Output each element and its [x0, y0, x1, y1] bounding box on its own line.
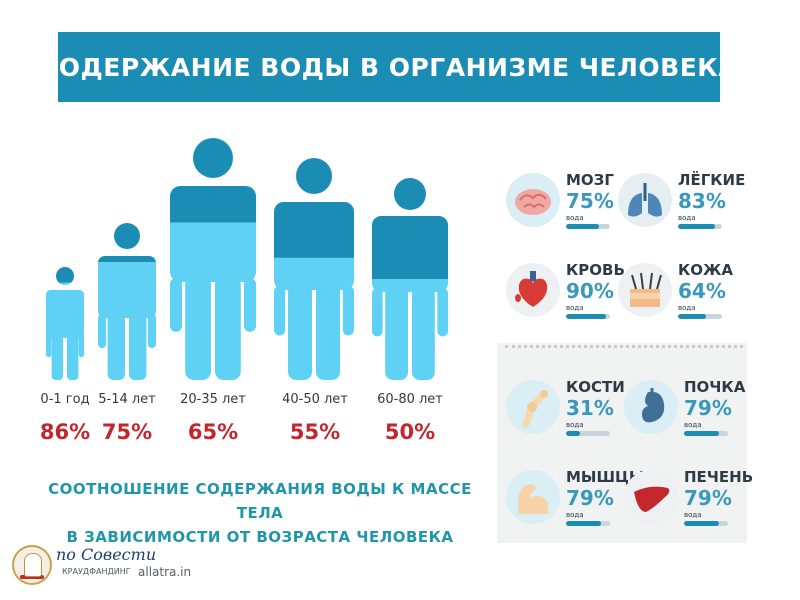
organ-water-bar — [684, 521, 728, 526]
organ-name: ЛЁГКИЕ — [678, 171, 746, 189]
organ-card-lungs: ЛЁГКИЕ 83% вода — [618, 165, 745, 245]
organ-water-bar — [566, 314, 610, 319]
organ-water-fill — [678, 224, 715, 229]
organ-name: ПЕЧЕНЬ — [684, 468, 754, 486]
muscle-icon — [506, 470, 560, 524]
seal-logo-icon — [12, 545, 52, 585]
organ-water-fill — [678, 314, 707, 319]
organ-percent: 79% — [684, 396, 732, 420]
organ-water-fill — [566, 521, 601, 526]
kidney-icon — [624, 380, 678, 434]
figure-dry-part — [98, 223, 157, 263]
caption-line-1: СООТНОШЕНИЕ СОДЕРЖАНИЯ ВОДЫ К МАССЕ ТЕЛА — [48, 480, 472, 522]
chart-caption: СООТНОШЕНИЕ СОДЕРЖАНИЯ ВОДЫ К МАССЕ ТЕЛА… — [30, 477, 490, 549]
brand-subtitle: КРАУДФАНДИНГ — [62, 567, 131, 576]
brand-script: по Совести — [56, 545, 157, 564]
age-label: 60-80 лет — [377, 392, 443, 407]
organ-unit: вода — [566, 214, 584, 222]
human-figure — [372, 178, 448, 380]
organ-percent: 31% — [566, 396, 614, 420]
age-percent: 86% — [39, 420, 91, 444]
organ-water-bar — [678, 224, 722, 229]
organ-water-fill — [684, 431, 719, 436]
title-banner: СОДЕРЖАНИЕ ВОДЫ В ОРГАНИЗМЕ ЧЕЛОВЕКА — [40, 32, 738, 102]
page-title: СОДЕРЖАНИЕ ВОДЫ В ОРГАНИЗМЕ ЧЕЛОВЕКА — [39, 52, 739, 82]
age-percent: 75% — [101, 420, 153, 444]
organ-card-kidney: ПОЧКА 79% вода — [624, 372, 746, 452]
figure-water-part — [274, 257, 354, 380]
caption-line-2: В ЗАВИСИМОСТИ ОТ ВОЗРАСТА ЧЕЛОВЕКА — [66, 528, 454, 546]
organ-name: МЫШЦЫ — [566, 468, 645, 486]
organ-unit: вода — [566, 511, 584, 519]
figure-water-part — [98, 262, 157, 380]
organ-water-bar — [684, 431, 728, 436]
organ-percent: 79% — [684, 486, 732, 510]
age-label: 20-35 лет — [180, 392, 246, 407]
organ-name: КОЖА — [678, 261, 733, 279]
organ-percent: 79% — [566, 486, 614, 510]
dotted-divider — [505, 345, 743, 348]
human-figure — [98, 223, 157, 380]
organ-percent: 75% — [566, 189, 614, 213]
figure-dry-part — [46, 267, 85, 283]
organ-unit: вода — [678, 304, 696, 312]
organ-name: КРОВЬ — [566, 261, 625, 279]
organ-unit: вода — [566, 421, 584, 429]
site-link[interactable]: allatra.in — [138, 565, 192, 579]
human-figure — [274, 158, 354, 380]
age-label: 0-1 год — [40, 392, 90, 407]
skin-icon — [618, 263, 672, 317]
brain-icon — [506, 173, 560, 227]
heart-icon — [506, 263, 560, 317]
organ-unit: вода — [566, 304, 584, 312]
age-percent: 50% — [384, 420, 436, 444]
organ-percent: 90% — [566, 279, 614, 303]
figure-water-part — [372, 279, 448, 380]
organ-card-liver: ПЕЧЕНЬ 79% вода — [624, 462, 753, 542]
organ-name: МОЗГ — [566, 171, 614, 189]
organ-name: ПОЧКА — [684, 378, 746, 396]
footer-branding: по Совести КРАУДФАНДИНГ allatra.in — [12, 545, 212, 590]
age-label: 5-14 лет — [98, 392, 156, 407]
organ-water-fill — [566, 224, 599, 229]
organ-name: КОСТИ — [566, 378, 625, 396]
figure-dry-part — [372, 178, 448, 279]
age-label: 40-50 лет — [282, 392, 348, 407]
age-percent: 55% — [289, 420, 341, 444]
figure-dry-part — [274, 158, 354, 258]
organ-water-fill — [684, 521, 719, 526]
organ-unit: вода — [684, 511, 702, 519]
organ-water-bar — [566, 224, 610, 229]
bone-icon — [506, 380, 560, 434]
organ-water-fill — [566, 431, 580, 436]
organ-card-skin: КОЖА 64% вода — [618, 255, 738, 335]
organ-water-fill — [566, 314, 606, 319]
organ-unit: вода — [684, 421, 702, 429]
lungs-icon — [618, 173, 672, 227]
human-figure — [46, 267, 85, 380]
organ-card-bones: КОСТИ 31% вода — [506, 372, 626, 452]
organ-water-bar — [566, 431, 610, 436]
organ-card-blood: КРОВЬ 90% вода — [506, 255, 626, 335]
age-percent: 65% — [187, 420, 239, 444]
organ-unit: вода — [678, 214, 696, 222]
figure-dry-part — [170, 138, 257, 223]
organ-percent: 83% — [678, 189, 726, 213]
liver-icon — [624, 470, 678, 524]
organ-percent: 64% — [678, 279, 726, 303]
organ-water-bar — [678, 314, 722, 319]
organ-water-bar — [566, 521, 610, 526]
organ-card-muscles: МЫШЦЫ 79% вода — [506, 462, 644, 542]
figure-water-part — [46, 282, 85, 380]
organ-card-brain: МОЗГ 75% вода — [506, 165, 626, 245]
